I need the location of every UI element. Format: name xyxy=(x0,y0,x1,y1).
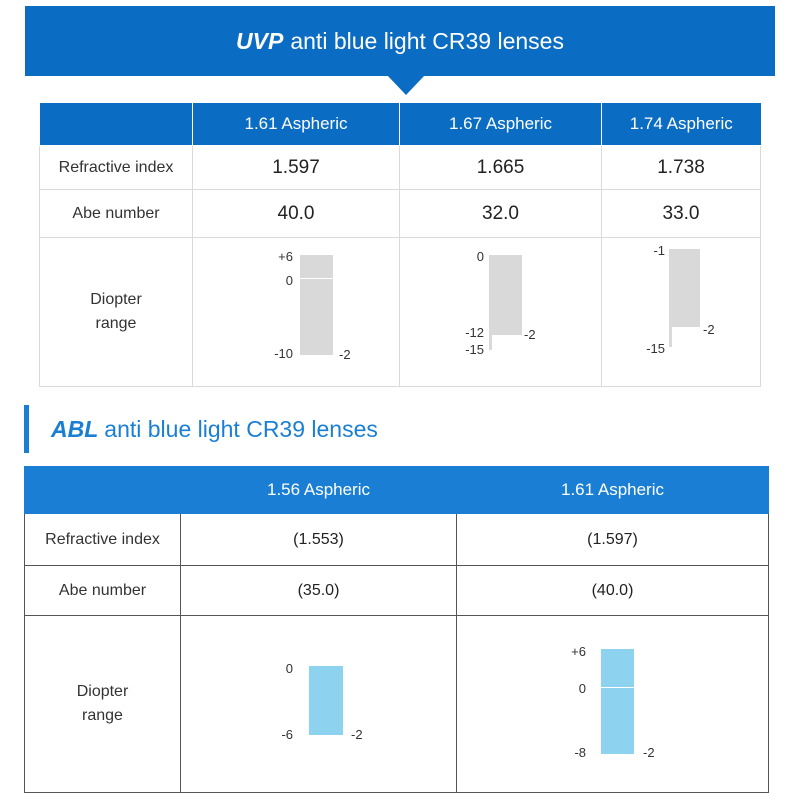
uvp-header-174: 1.74 Aspheric xyxy=(601,103,761,146)
abl-abbe-161: (40.0) xyxy=(456,565,769,616)
diopter-tick-bottom: -15 xyxy=(465,342,484,357)
uvp-abbe-174: 33.0 xyxy=(601,189,761,238)
uvp-banner-title: anti blue light CR39 lenses xyxy=(290,27,564,54)
diopter-bar-sphere xyxy=(300,255,333,355)
row-label-diopter: Diopter range xyxy=(39,237,193,387)
uvp-abbe-row: Abe number 40.0 32.0 33.0 xyxy=(39,189,761,238)
diopter-tick-bottom: -15 xyxy=(646,341,665,356)
diopter-bar-extension xyxy=(489,335,492,350)
abl-title-text: anti blue light CR39 lenses xyxy=(104,415,378,442)
zero-divider xyxy=(601,687,634,688)
uvp-diopter-174: -1 -15 -2 xyxy=(601,237,761,387)
diopter-tick-bottom: -6 xyxy=(281,727,293,742)
zero-divider xyxy=(300,278,333,279)
uvp-diopter-161: +6 0 -10 -2 xyxy=(192,237,400,387)
uvp-header-empty xyxy=(39,103,193,146)
diopter-tick-zero: 0 xyxy=(578,681,586,696)
uvp-refractive-174: 1.738 xyxy=(601,145,761,190)
uvp-abbe-161: 40.0 xyxy=(192,189,400,238)
row-label-abbe: Abe number xyxy=(24,565,181,616)
diopter-tick-zero: 0 xyxy=(285,273,293,288)
uvp-refractive-167: 1.665 xyxy=(399,145,602,190)
diopter-tick-top: 0 xyxy=(285,661,293,676)
diopter-tick-top: +6 xyxy=(571,644,586,659)
diopter-bar-sphere xyxy=(489,255,522,335)
uvp-spec-table: 1.61 Aspheric 1.67 Aspheric 1.74 Aspheri… xyxy=(39,103,761,387)
abl-refractive-156: (1.553) xyxy=(180,513,457,566)
uvp-diopter-167: 0 -12 -15 -2 xyxy=(399,237,602,387)
banner-arrow xyxy=(387,75,425,95)
diopter-tick-mid: -12 xyxy=(465,325,484,340)
abl-refractive-row: Refractive index (1.553) (1.597) xyxy=(24,513,769,566)
diopter-tick-cyl: -2 xyxy=(351,727,363,742)
abl-title-accent-bar xyxy=(24,405,29,453)
abl-diopter-161: +6 0 -8 -2 xyxy=(456,615,769,793)
diopter-tick-top: +6 xyxy=(278,249,293,264)
abl-diopter-156: 0 -6 -2 xyxy=(180,615,457,793)
diopter-bar-sphere xyxy=(601,649,634,754)
abl-header-156: 1.56 Aspheric xyxy=(180,466,457,514)
abl-header-161: 1.61 Aspheric xyxy=(456,466,769,514)
uvp-brand: UVP xyxy=(236,27,284,54)
row-label-refractive: Refractive index xyxy=(39,145,193,190)
diopter-tick-bottom: -10 xyxy=(274,346,293,361)
row-label-refractive: Refractive index xyxy=(24,513,181,566)
diopter-tick-top: -1 xyxy=(653,243,665,258)
row-label-diopter: Diopter range xyxy=(24,615,181,793)
abl-header-row: 1.56 Aspheric 1.61 Aspheric xyxy=(24,466,769,514)
diopter-bar-sphere xyxy=(309,666,343,735)
uvp-refractive-161: 1.597 xyxy=(192,145,400,190)
uvp-diopter-row: Diopter range +6 0 -10 -2 0 -12 -15 -2 xyxy=(39,237,761,387)
diopter-tick-bottom: -8 xyxy=(574,745,586,760)
abl-refractive-161: (1.597) xyxy=(456,513,769,566)
abl-diopter-row: Diopter range 0 -6 -2 +6 0 -8 -2 xyxy=(24,615,769,793)
abl-spec-table: 1.56 Aspheric 1.61 Aspheric Refractive i… xyxy=(24,466,769,793)
diopter-tick-cyl: -2 xyxy=(703,322,715,337)
diopter-label-line1: Diopter xyxy=(90,291,142,308)
uvp-section-banner: UVP anti blue light CR39 lenses xyxy=(25,6,775,95)
diopter-tick-cyl: -2 xyxy=(339,347,351,362)
uvp-header-row: 1.61 Aspheric 1.67 Aspheric 1.74 Aspheri… xyxy=(39,103,761,146)
abl-brand: ABL xyxy=(51,415,99,442)
row-label-abbe: Abe number xyxy=(39,189,193,238)
abl-abbe-row: Abe number (35.0) (40.0) xyxy=(24,565,769,616)
diopter-bar-extension xyxy=(669,327,672,347)
diopter-tick-cyl: -2 xyxy=(524,327,536,342)
diopter-bar-sphere xyxy=(669,249,700,327)
diopter-tick-top: 0 xyxy=(476,249,484,264)
abl-section-title: ABL anti blue light CR39 lenses xyxy=(24,405,378,453)
diopter-label-line2: range xyxy=(95,315,137,332)
diopter-tick-cyl: -2 xyxy=(643,745,655,760)
diopter-label-line2: range xyxy=(82,707,123,724)
uvp-header-167: 1.67 Aspheric xyxy=(399,103,602,146)
abl-header-empty xyxy=(24,466,181,514)
diopter-label-line1: Diopter xyxy=(76,683,129,700)
uvp-abbe-167: 32.0 xyxy=(399,189,602,238)
uvp-refractive-row: Refractive index 1.597 1.665 1.738 xyxy=(39,145,761,190)
abl-abbe-156: (35.0) xyxy=(180,565,457,616)
uvp-header-161: 1.61 Aspheric xyxy=(192,103,400,146)
